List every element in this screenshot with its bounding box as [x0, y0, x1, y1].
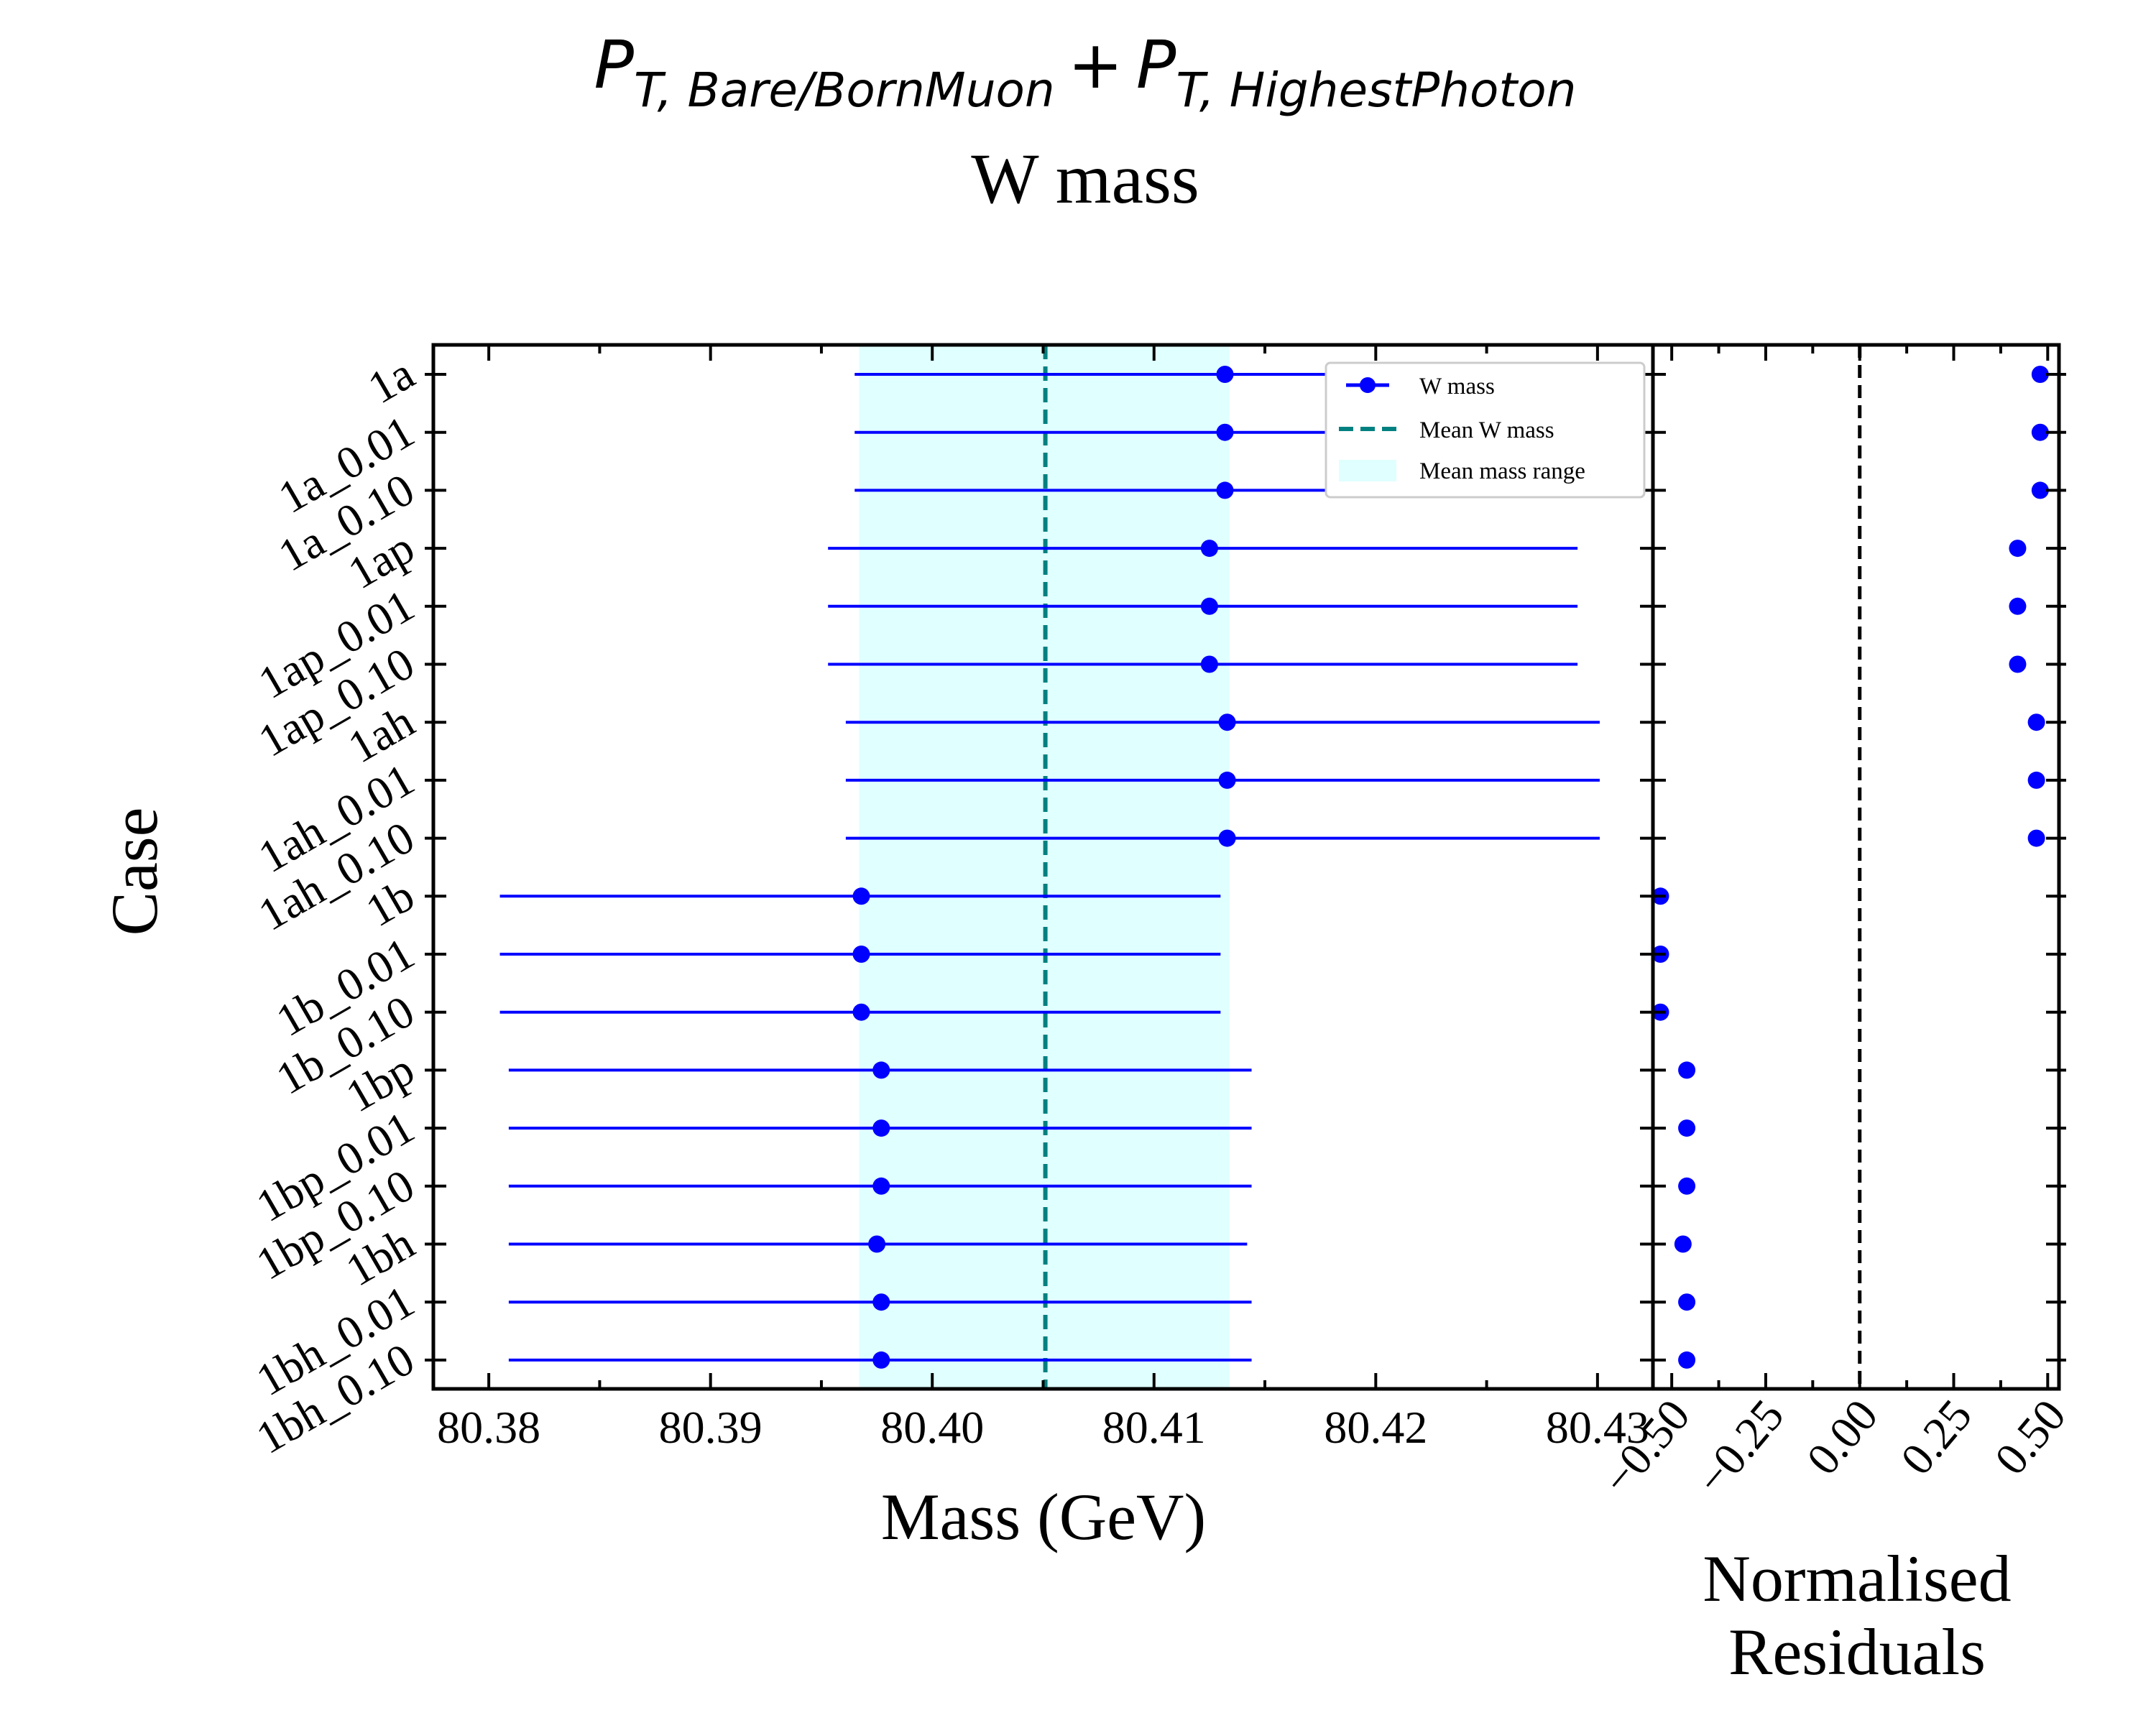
- residual-axis-label-line1: Normalised: [1703, 1542, 2011, 1615]
- title-sub1: T, Bare/BornMuon: [634, 63, 1055, 118]
- residual-point-1bp_0.01: [1678, 1119, 1696, 1137]
- mass-tick-label-5: 80.43: [1546, 1402, 1649, 1453]
- legend-range-swatch: [1339, 460, 1396, 481]
- residual-point-1ap_0.10: [2009, 655, 2027, 673]
- w-mass-point-1ap_0.01: [1200, 597, 1218, 615]
- legend-label-mean-w-mass: Mean W mass: [1419, 417, 1554, 443]
- w-mass-point-1b_0.10: [852, 1003, 870, 1021]
- w-mass-point-1a_0.10: [1216, 481, 1234, 499]
- w-mass-point-1b: [852, 887, 870, 905]
- legend-label-w-mass: W mass: [1419, 374, 1495, 399]
- w-mass-point-1ah_0.10: [1218, 829, 1236, 847]
- residual-point-1bp_0.10: [1678, 1177, 1696, 1195]
- mass-tick-label-2: 80.40: [880, 1402, 984, 1453]
- w-mass-point-1bh: [868, 1235, 886, 1253]
- w-mass-point-1bp_0.10: [872, 1177, 890, 1195]
- w-mass-point-1a: [1216, 366, 1234, 383]
- residual-axis-label-line2: Residuals: [1728, 1615, 1986, 1688]
- legend-w-mass-marker: [1360, 377, 1376, 393]
- legend: W mass Mean W mass Mean mass range: [1325, 361, 1646, 499]
- w-mass-point-1ah_0.01: [1218, 771, 1236, 789]
- w-mass-point-1ap: [1200, 540, 1218, 558]
- mass-tick-label-1: 80.39: [659, 1402, 763, 1453]
- w-mass-point-1b_0.01: [852, 946, 870, 963]
- w-mass-points-group: [852, 366, 1236, 1369]
- chart-title-line2: W mass: [971, 139, 1199, 218]
- legend-frame: [1325, 361, 1646, 499]
- residual-point-1ah: [2027, 713, 2045, 731]
- legend-label-mean-mass-range: Mean mass range: [1419, 458, 1585, 484]
- w-mass-point-1bh_0.10: [872, 1351, 890, 1369]
- title-p1: P: [594, 27, 635, 103]
- residual-point-1ah_0.10: [2027, 829, 2045, 847]
- residual-point-1ah_0.01: [2027, 771, 2045, 789]
- residual-point-1ap: [2009, 540, 2027, 558]
- title-p2: P: [1136, 27, 1176, 103]
- residual-point-1bp: [1678, 1061, 1696, 1079]
- chart-title-line1: PT, Bare/BornMuon + PT, HighestPhoton: [594, 27, 1577, 118]
- residual-point-1a: [2031, 366, 2049, 383]
- residual-plot-frame: [1651, 343, 2061, 1391]
- w-mass-point-1bp_0.01: [872, 1119, 890, 1137]
- y-axis-label: Case: [98, 808, 171, 936]
- title-sub2: T, HighestPhoton: [1176, 63, 1576, 118]
- w-mass-point-1ap_0.10: [1200, 655, 1218, 673]
- mass-tick-label-4: 80.42: [1324, 1402, 1427, 1453]
- mass-tick-labels-group: 80.38 80.39 80.40 80.41 80.42 80.43: [437, 1402, 1649, 1453]
- w-mass-point-1a_0.01: [1216, 423, 1234, 441]
- main-ticks-group: [425, 345, 1653, 1389]
- residual-points-group: [1651, 366, 2049, 1369]
- residual-ticks-group: [1653, 345, 2066, 1389]
- residual-point-1a_0.01: [2031, 423, 2049, 441]
- x-axis-label: Mass (GeV): [881, 1480, 1206, 1553]
- mass-tick-label-0: 80.38: [437, 1402, 540, 1453]
- residual-point-1ap_0.01: [2009, 597, 2027, 615]
- residual-point-1bh: [1674, 1235, 1692, 1253]
- w-mass-point-1ah: [1218, 713, 1236, 731]
- title-plus: +: [1068, 27, 1123, 103]
- mass-tick-label-3: 80.41: [1102, 1402, 1206, 1453]
- residual-point-1a_0.10: [2031, 481, 2049, 499]
- residual-point-1bh_0.10: [1678, 1351, 1696, 1369]
- residual-point-1bh_0.01: [1678, 1293, 1696, 1311]
- w-mass-point-1bh_0.01: [872, 1293, 890, 1311]
- case-tick-labels-group: 1a1a_0.011a_0.101ap1ap_0.011ap_0.101ah1a…: [248, 348, 423, 1464]
- w-mass-point-1bp: [872, 1061, 890, 1079]
